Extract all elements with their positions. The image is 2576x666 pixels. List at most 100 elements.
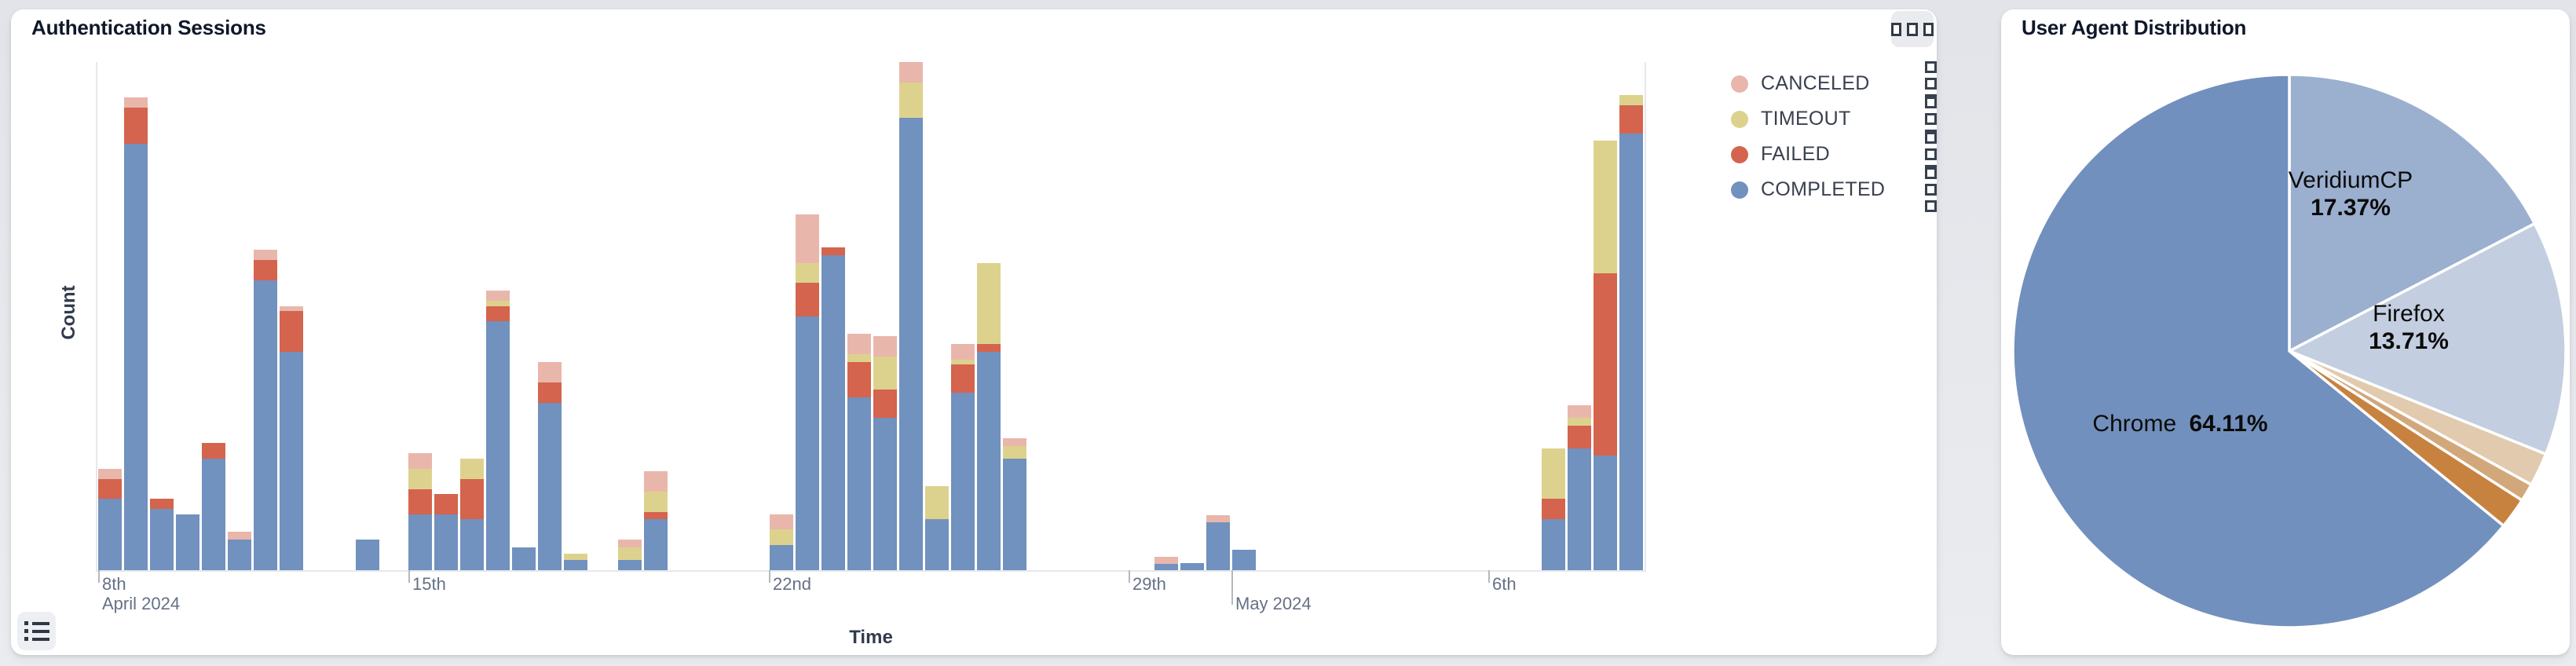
- bar-segment-completed[interactable]: [280, 351, 303, 570]
- bar-segment-timeout[interactable]: [796, 262, 819, 284]
- bar-segment-canceled[interactable]: [254, 250, 277, 261]
- stacked-bar[interactable]: [150, 499, 174, 570]
- bar-segment-timeout[interactable]: [486, 301, 510, 306]
- stacked-bar[interactable]: [925, 486, 949, 570]
- bar-segment-failed[interactable]: [951, 364, 975, 393]
- stacked-bar[interactable]: [1542, 448, 1565, 570]
- stacked-bar[interactable]: [1568, 404, 1591, 570]
- stacked-bar[interactable]: [228, 532, 251, 570]
- kebab-squares-icon[interactable]: [1925, 167, 1937, 212]
- bar-segment-failed[interactable]: [98, 478, 122, 500]
- bar-segment-completed[interactable]: [254, 280, 277, 570]
- stacked-bar[interactable]: [564, 554, 587, 570]
- legend-item-failed[interactable]: FAILED: [1731, 132, 1937, 177]
- stacked-bar[interactable]: [434, 493, 458, 570]
- stacked-bar[interactable]: [644, 470, 668, 570]
- stacked-bar[interactable]: [1232, 550, 1256, 570]
- stacked-bar[interactable]: [176, 514, 199, 570]
- bar-segment-canceled[interactable]: [770, 514, 793, 530]
- bar-segment-completed[interactable]: [228, 540, 251, 570]
- stacked-bar[interactable]: [124, 97, 148, 570]
- bar-segment-canceled[interactable]: [1154, 557, 1178, 565]
- stacked-bar[interactable]: [1594, 141, 1617, 570]
- bar-segment-failed[interactable]: [486, 306, 510, 321]
- bar-segment-timeout[interactable]: [618, 547, 642, 561]
- bar-segment-timeout[interactable]: [951, 359, 975, 364]
- bar-segment-completed[interactable]: [434, 514, 458, 570]
- bar-segment-completed[interactable]: [618, 560, 642, 570]
- bar-segment-completed[interactable]: [925, 519, 949, 570]
- bar-segment-timeout[interactable]: [1003, 445, 1026, 459]
- bar-segment-failed[interactable]: [280, 311, 303, 352]
- stacked-bar[interactable]: [821, 247, 845, 570]
- bar-segment-failed[interactable]: [644, 511, 668, 520]
- bar-segment-failed[interactable]: [847, 361, 871, 398]
- stacked-bar[interactable]: [280, 306, 303, 570]
- stacked-bar[interactable]: [254, 250, 277, 570]
- bar-segment-timeout[interactable]: [873, 357, 897, 390]
- bar-segment-failed[interactable]: [202, 443, 225, 459]
- bar-segment-completed[interactable]: [1232, 550, 1256, 570]
- bar-segment-failed[interactable]: [1568, 425, 1591, 448]
- bar-segment-failed[interactable]: [821, 247, 845, 255]
- bar-segment-timeout[interactable]: [1594, 141, 1617, 273]
- bar-segment-completed[interactable]: [460, 519, 484, 570]
- stacked-bar[interactable]: [796, 214, 819, 570]
- bar-segment-completed[interactable]: [538, 402, 562, 570]
- bar-segment-completed[interactable]: [1206, 521, 1230, 570]
- bar-segment-failed[interactable]: [124, 108, 148, 144]
- stacked-bar[interactable]: [1154, 557, 1178, 570]
- bar-segment-canceled[interactable]: [618, 540, 642, 547]
- stacked-bar[interactable]: [1180, 562, 1204, 570]
- bar-segment-failed[interactable]: [254, 260, 277, 281]
- stacked-bar[interactable]: [770, 514, 793, 570]
- bar-segment-failed[interactable]: [1594, 273, 1617, 456]
- bar-segment-failed[interactable]: [977, 344, 1001, 352]
- bar-segment-timeout[interactable]: [899, 82, 923, 119]
- bar-segment-completed[interactable]: [356, 540, 379, 570]
- bar-segment-completed[interactable]: [951, 392, 975, 570]
- bar-segment-completed[interactable]: [408, 514, 432, 570]
- bar-segment-completed[interactable]: [202, 458, 225, 570]
- pie-slice-veridiumcp[interactable]: [2288, 73, 2537, 353]
- bar-segment-canceled[interactable]: [486, 291, 510, 302]
- stacked-bar[interactable]: [202, 443, 225, 570]
- stacked-bar[interactable]: [1206, 514, 1230, 570]
- bar-segment-canceled[interactable]: [644, 470, 668, 492]
- bar-segment-failed[interactable]: [408, 489, 432, 514]
- stacked-bar[interactable]: [847, 334, 871, 570]
- bar-segment-canceled[interactable]: [280, 306, 303, 312]
- bar-segment-completed[interactable]: [124, 143, 148, 570]
- bar-segment-completed[interactable]: [977, 351, 1001, 570]
- bar-segment-failed[interactable]: [150, 499, 174, 510]
- stacked-bar[interactable]: [977, 262, 1001, 570]
- stacked-bar[interactable]: [873, 336, 897, 570]
- stacked-bar[interactable]: [486, 291, 510, 570]
- bar-segment-timeout[interactable]: [1619, 95, 1643, 106]
- bar-segment-failed[interactable]: [873, 390, 897, 418]
- bar-segment-timeout[interactable]: [460, 458, 484, 479]
- data-table-toggle-button[interactable]: [17, 612, 56, 650]
- stacked-bar[interactable]: [460, 458, 484, 570]
- stacked-bar[interactable]: [1619, 95, 1643, 570]
- stacked-bar[interactable]: [512, 547, 536, 570]
- stacked-bar[interactable]: [618, 540, 642, 570]
- stacked-bar[interactable]: [98, 468, 122, 570]
- bar-segment-failed[interactable]: [796, 283, 819, 317]
- bar-segment-completed[interactable]: [1568, 448, 1591, 570]
- bar-segment-timeout[interactable]: [1568, 417, 1591, 426]
- stacked-bar[interactable]: [899, 62, 923, 570]
- bar-segment-completed[interactable]: [150, 509, 174, 570]
- bar-segment-completed[interactable]: [486, 320, 510, 570]
- bar-segment-failed[interactable]: [538, 382, 562, 403]
- bar-segment-canceled[interactable]: [228, 532, 251, 540]
- pie-slice-chrome[interactable]: [2011, 73, 2505, 629]
- bar-segment-completed[interactable]: [770, 544, 793, 570]
- bar-segment-canceled[interactable]: [873, 336, 897, 357]
- bar-segment-completed[interactable]: [821, 254, 845, 570]
- bar-segment-completed[interactable]: [98, 499, 122, 570]
- bar-segment-failed[interactable]: [1619, 105, 1643, 134]
- bar-segment-canceled[interactable]: [847, 334, 871, 355]
- stacked-bar[interactable]: [538, 361, 562, 570]
- bar-segment-failed[interactable]: [460, 478, 484, 520]
